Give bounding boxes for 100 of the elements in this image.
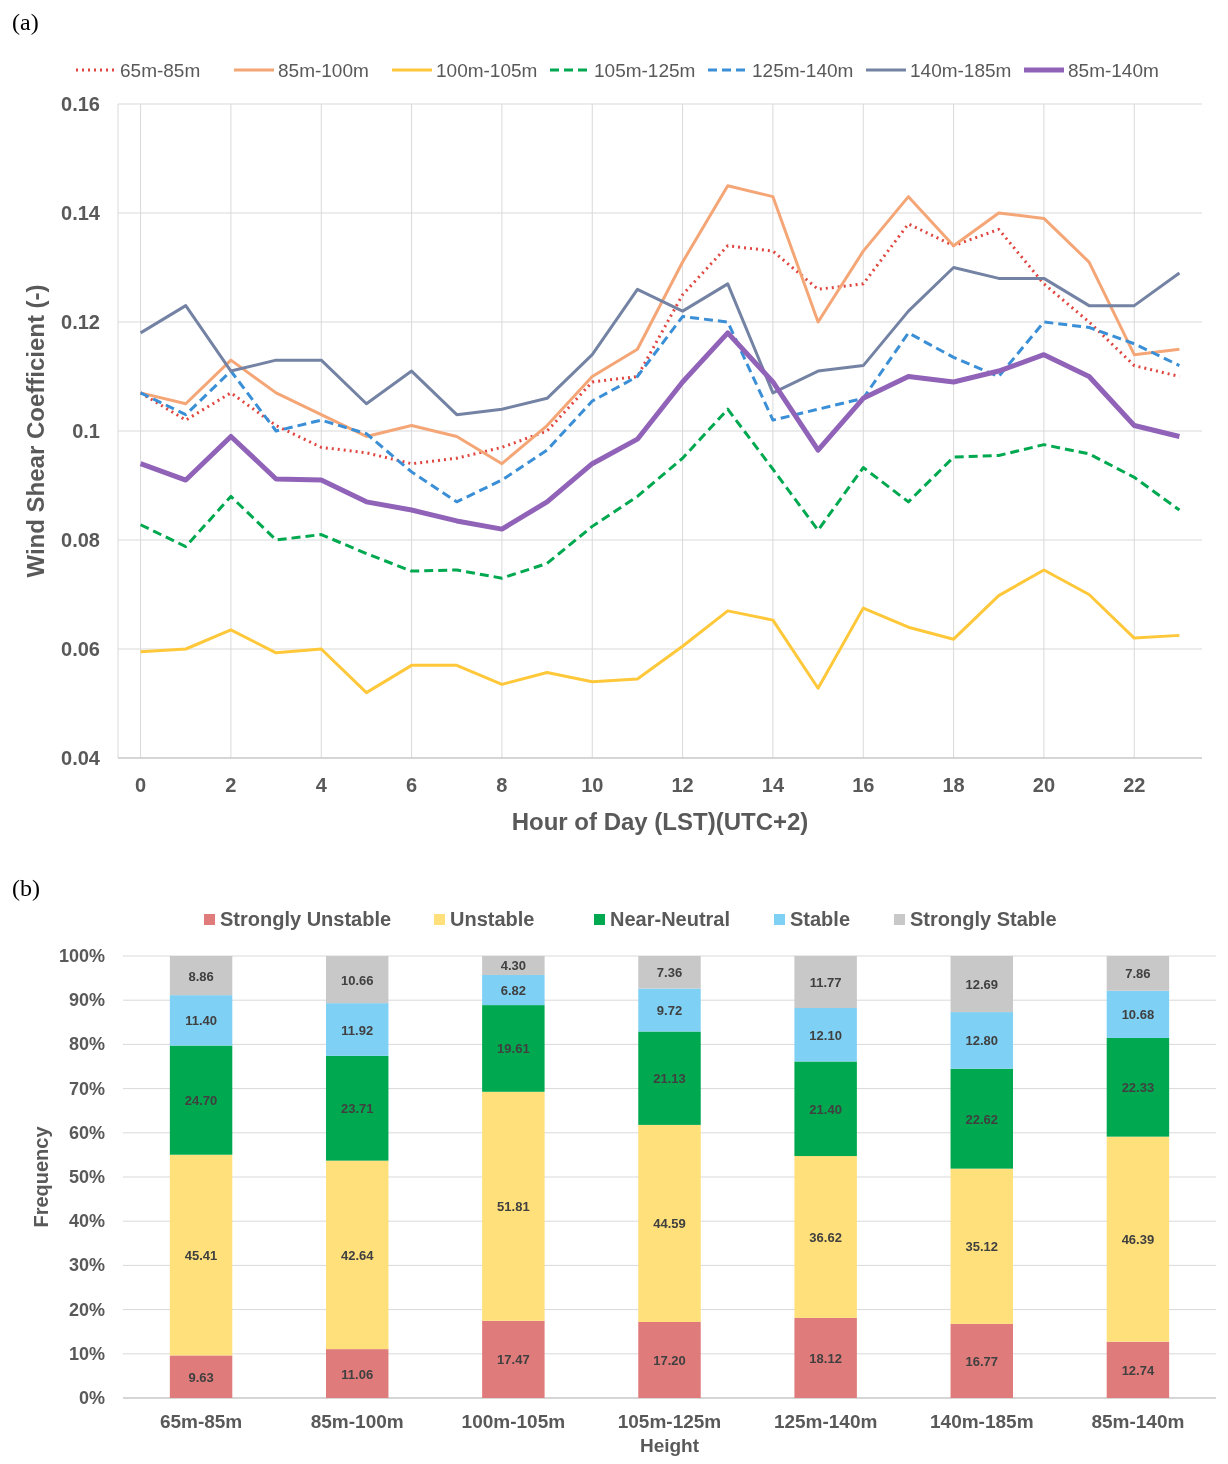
bar — [169, 995, 233, 1046]
bar — [1106, 1136, 1170, 1342]
bar — [325, 1055, 389, 1161]
data-label: 12.80 — [965, 1033, 999, 1049]
legend-label: 125m-140m — [752, 60, 854, 81]
data-label: 11.06 — [341, 1366, 374, 1382]
data-label: 8.86 — [188, 968, 214, 984]
data-label: 10.68 — [1121, 1007, 1155, 1023]
data-label: 7.36 — [656, 965, 683, 981]
data-label: 17.47 — [497, 1352, 530, 1368]
y-tick-label: 70% — [68, 1078, 105, 1099]
bar — [638, 988, 701, 1032]
data-label: 23.71 — [340, 1101, 374, 1117]
data-label: 12.69 — [965, 977, 999, 993]
y-tick-label: 0.16 — [61, 93, 100, 115]
data-label: 16.77 — [965, 1353, 999, 1369]
data-label: 10.66 — [340, 972, 374, 988]
x-tick-label: 10 — [581, 774, 604, 796]
y-tick-label: 0.04 — [61, 747, 101, 769]
data-label: 6.82 — [500, 983, 527, 999]
y-axis-title: Frequency — [30, 1125, 52, 1228]
bar — [325, 1160, 389, 1350]
x-tick-label: 22 — [1123, 774, 1146, 796]
bar — [169, 1355, 233, 1398]
chart-title: (a) — [12, 9, 39, 35]
bar — [169, 1045, 233, 1155]
x-tick-label: 16 — [852, 774, 875, 796]
bar — [482, 1005, 545, 1092]
x-axis-title: Height — [639, 1435, 700, 1456]
bar — [169, 956, 233, 996]
data-label: 9.72 — [656, 1003, 683, 1019]
data-label: 4.30 — [500, 958, 527, 974]
bar — [794, 1007, 857, 1062]
data-label: 35.12 — [965, 1239, 999, 1255]
bar — [950, 1012, 1014, 1069]
y-tick-label: 0.06 — [61, 638, 100, 660]
x-tick-label: 8 — [496, 774, 508, 796]
line-series — [139, 266, 1181, 417]
bar — [950, 1068, 1014, 1169]
bar — [325, 1003, 389, 1056]
bar — [482, 1320, 545, 1398]
x-axis-title: Hour of Day (LST)(UTC+2) — [511, 808, 809, 835]
data-label: 42.64 — [340, 1247, 375, 1263]
data-label: 22.33 — [1121, 1080, 1155, 1096]
x-tick-label: 6 — [406, 774, 418, 796]
bar — [1106, 1341, 1170, 1398]
x-tick-label: 0 — [135, 774, 147, 796]
y-tick-label: 90% — [68, 990, 105, 1011]
y-tick-label: 0.08 — [61, 529, 100, 551]
data-label: 21.40 — [809, 1101, 842, 1117]
data-label: 11.77 — [809, 974, 842, 990]
y-tick-label: 0.1 — [72, 420, 100, 442]
x-tick-label: 20 — [1032, 774, 1056, 796]
x-tick-label: 140m-185m — [930, 1411, 1034, 1432]
y-tick-label: 0.12 — [61, 311, 100, 333]
chart-title: (b) — [12, 875, 40, 901]
data-label: 11.92 — [341, 1022, 374, 1038]
legend-label: Strongly Unstable — [220, 908, 392, 930]
x-tick-label: 65m-85m — [159, 1411, 243, 1432]
y-tick-label: 0% — [78, 1388, 105, 1408]
data-label: 12.74 — [1121, 1362, 1155, 1378]
y-axis-title: Wind Shear Coefficient (-) — [22, 284, 49, 578]
data-label: 9.63 — [188, 1369, 214, 1385]
data-label: 21.13 — [653, 1071, 686, 1087]
y-tick-label: 60% — [68, 1122, 105, 1143]
line-series — [139, 315, 1181, 504]
y-tick-label: 10% — [68, 1343, 105, 1364]
x-tick-label: 12 — [671, 774, 694, 796]
legend-label: Strongly Stable — [910, 908, 1057, 930]
bar — [1106, 956, 1170, 991]
data-label: 44.59 — [653, 1216, 686, 1232]
x-tick-label: 14 — [761, 774, 785, 796]
bar — [325, 956, 389, 1004]
data-label: 11.40 — [185, 1013, 217, 1029]
bar — [1106, 1037, 1170, 1137]
legend-label: 85m-100m — [278, 60, 369, 81]
line-series — [139, 407, 1181, 580]
bar — [950, 1168, 1014, 1324]
x-tick-label: 100m-105m — [461, 1411, 566, 1432]
x-tick-label: 2 — [225, 774, 237, 796]
data-label: 12.10 — [809, 1027, 842, 1043]
y-tick-label: 30% — [68, 1255, 105, 1276]
y-tick-label: 80% — [68, 1034, 105, 1055]
bar — [482, 974, 545, 1006]
bar — [169, 1154, 233, 1356]
bar — [794, 1061, 857, 1157]
x-tick-label: 85m-140m — [1091, 1411, 1185, 1432]
legend-label: Unstable — [450, 908, 535, 930]
bar — [1106, 990, 1170, 1038]
y-tick-label: 20% — [68, 1299, 105, 1320]
bar — [950, 1323, 1014, 1398]
x-tick-label: 105m-125m — [617, 1411, 722, 1432]
bar — [794, 1156, 857, 1318]
legend-label: 100m-105m — [436, 60, 538, 81]
data-label: 17.20 — [653, 1352, 686, 1368]
legend-label: Near-Neutral — [610, 908, 731, 930]
y-tick-label: 0.14 — [61, 202, 101, 224]
x-tick-label: 125m-140m — [773, 1411, 878, 1432]
bar — [325, 1349, 389, 1398]
data-label: 19.61 — [497, 1041, 530, 1057]
